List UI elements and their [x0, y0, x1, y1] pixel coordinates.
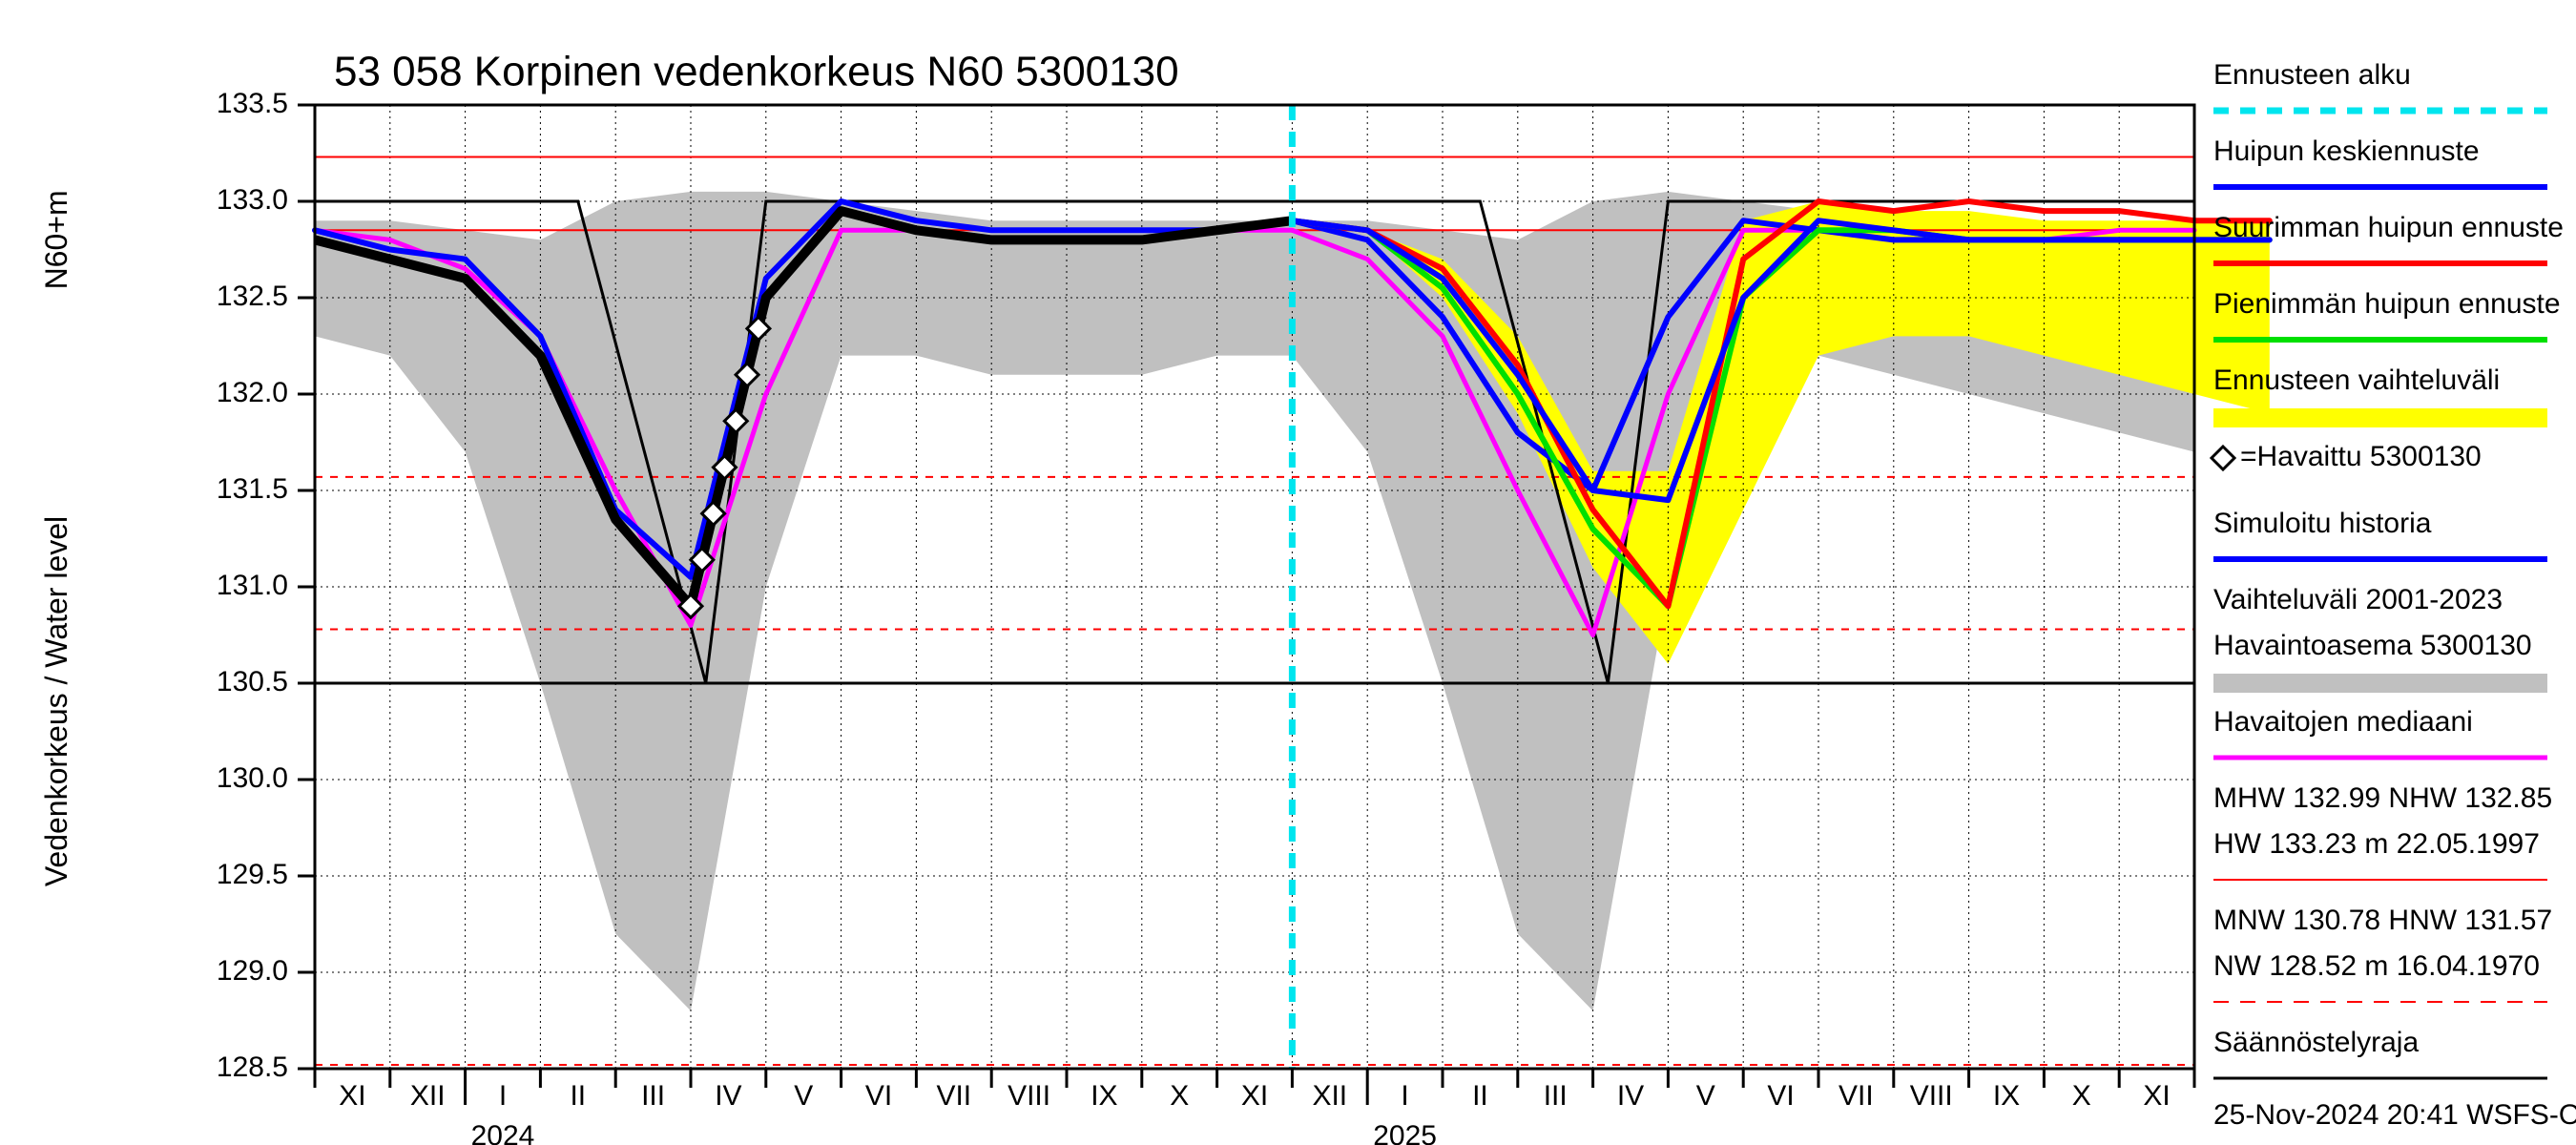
- xtick-label: VIII: [1008, 1080, 1050, 1112]
- xtick-label: VIII: [1910, 1080, 1953, 1112]
- xtick-label: I: [499, 1080, 507, 1112]
- ytick-label: 132.5: [217, 281, 288, 312]
- xtick-label: II: [1472, 1080, 1488, 1112]
- legend-label-obs_median: Havaitojen mediaani: [2213, 706, 2473, 738]
- xtick-label: V: [1696, 1080, 1715, 1112]
- legend-label-forecast_start: Ennusteen alku: [2213, 59, 2411, 91]
- ytick-label: 132.0: [217, 377, 288, 408]
- xtick-label: XII: [1312, 1080, 1347, 1112]
- legend-label-hw_date: HW 133.23 m 22.05.1997: [2213, 828, 2540, 860]
- legend-label-min_forecast: Pienimmän huipun ennuste: [2213, 288, 2561, 320]
- yaxis-label-top: N60+m: [39, 190, 73, 289]
- xtick-label: I: [1401, 1080, 1408, 1112]
- xtick-label: X: [2072, 1080, 2091, 1112]
- legend-label-history_range: Vaihteluväli 2001-2023: [2213, 584, 2503, 615]
- ytick-label: 130.5: [217, 666, 288, 697]
- xtick-label: IX: [1091, 1080, 1117, 1112]
- xtick-label: II: [570, 1080, 586, 1112]
- legend-label-median_forecast: Huipun keskiennuste: [2213, 135, 2480, 167]
- legend-label-regulation: Säännöstelyraja: [2213, 1027, 2419, 1058]
- xtick-label: V: [794, 1080, 813, 1112]
- ytick-label: 129.0: [217, 955, 288, 987]
- ytick-label: 133.0: [217, 184, 288, 216]
- legend-label-nw_stats: MNW 130.78 HNW 131.57: [2213, 905, 2552, 936]
- xtick-label: X: [1170, 1080, 1189, 1112]
- xtick-label: IX: [1993, 1080, 2020, 1112]
- ytick-label: 131.5: [217, 473, 288, 505]
- xtick-label: XI: [1241, 1080, 1268, 1112]
- legend-label-nw_date: NW 128.52 m 16.04.1970: [2213, 950, 2540, 982]
- xtick-label: VI: [1767, 1080, 1794, 1112]
- legend-label-forecast_range: Ennusteen vaihteluväli: [2213, 364, 2500, 396]
- legend-label-simulated: Simuloitu historia: [2213, 508, 2432, 539]
- legend-label-observed: =Havaittu 5300130: [2240, 441, 2482, 472]
- legend-label-max_forecast: Suurimman huipun ennuste: [2213, 212, 2564, 243]
- xtick-label: XI: [339, 1080, 365, 1112]
- ytick-label: 131.0: [217, 570, 288, 601]
- chart-svg: 128.5 129.0 129.5 130.0 130.5 131.0 131.5 132.0…: [0, 0, 2576, 1145]
- ytick-label: 129.5: [217, 859, 288, 890]
- chart-footer: 25-Nov-2024 20:41 WSFS-O: [2213, 1099, 2576, 1131]
- ytick-label: 133.5: [217, 88, 288, 119]
- xtick-label: III: [1544, 1080, 1568, 1112]
- legend-swatch-forecast_range: [2213, 408, 2547, 427]
- xtick-label: VII: [1839, 1080, 1874, 1112]
- year-label: 2025: [1373, 1120, 1437, 1145]
- xtick-label: III: [641, 1080, 665, 1112]
- legend-label-history_station: Havaintoasema 5300130: [2213, 630, 2532, 661]
- xtick-label: XII: [410, 1080, 446, 1112]
- xtick-label: IV: [715, 1080, 741, 1112]
- chart-title: 53 058 Korpinen vedenkorkeus N60 5300130: [334, 49, 1179, 95]
- legend-diamond: [2212, 447, 2234, 469]
- yaxis-label-bottom: Vedenkorkeus / Water level: [39, 516, 73, 886]
- water-level-chart: 128.5 129.0 129.5 130.0 130.5 131.0 131.5 132.0…: [0, 0, 2576, 1145]
- xtick-label: XI: [2143, 1080, 2170, 1112]
- ytick-label: 128.5: [217, 1051, 288, 1083]
- ytick-label: 130.0: [217, 762, 288, 794]
- xtick-label: IV: [1617, 1080, 1644, 1112]
- xtick-label: VII: [936, 1080, 971, 1112]
- legend-label-hw_stats: MHW 132.99 NHW 132.85: [2213, 782, 2552, 814]
- year-label: 2024: [471, 1120, 535, 1145]
- xtick-label: VI: [865, 1080, 892, 1112]
- legend-swatch-history_station: [2213, 674, 2547, 693]
